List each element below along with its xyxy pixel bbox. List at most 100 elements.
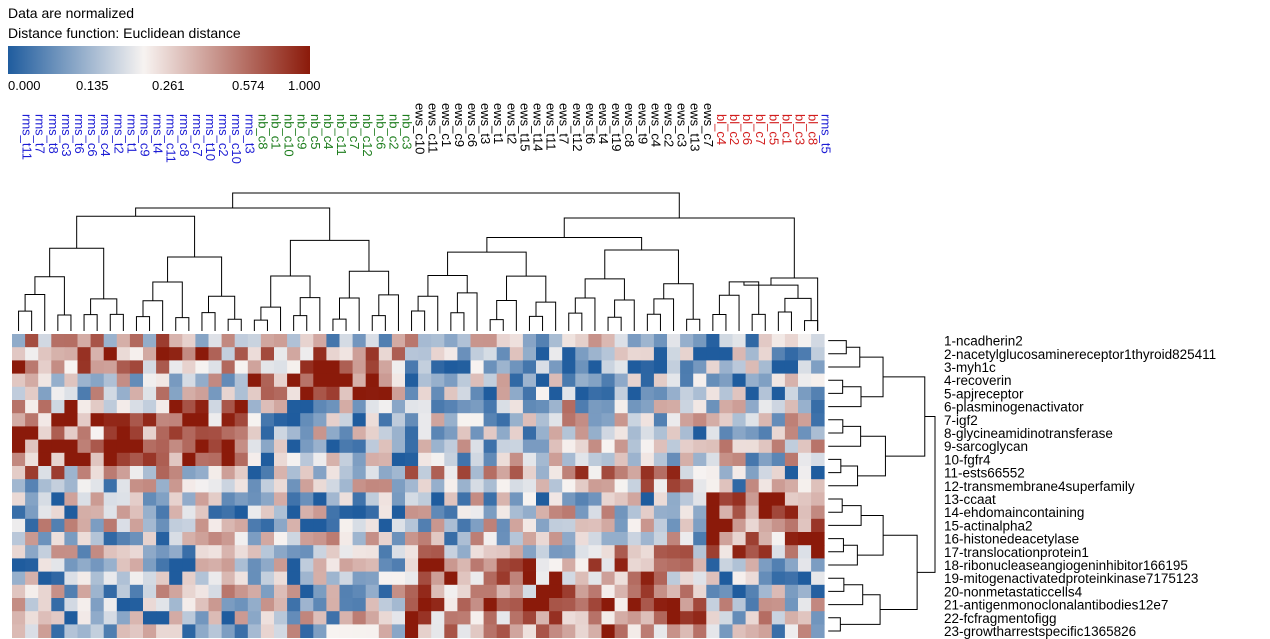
heatmap-cell bbox=[116, 598, 131, 612]
heatmap-cell bbox=[116, 452, 131, 467]
row-dendrogram-branch bbox=[883, 376, 926, 457]
column-dendrogram-branch bbox=[18, 310, 33, 331]
heatmap-cell bbox=[614, 571, 629, 586]
heatmap-cell bbox=[365, 558, 380, 572]
heatmap-cell bbox=[522, 439, 537, 454]
heatmap-cell bbox=[640, 426, 655, 440]
heatmap-cell bbox=[418, 386, 432, 401]
heatmap-cell bbox=[680, 532, 694, 546]
heatmap-cell bbox=[103, 624, 118, 638]
heatmap-cell bbox=[771, 545, 786, 559]
heatmap-cell bbox=[274, 584, 288, 599]
column-label: ews_t13 bbox=[688, 103, 703, 151]
heatmap-cell bbox=[706, 360, 720, 374]
heatmap-cell bbox=[706, 452, 720, 467]
heatmap-cell bbox=[562, 386, 576, 401]
heatmap-cell bbox=[90, 360, 105, 374]
heatmap-cell bbox=[431, 386, 445, 401]
heatmap-cell bbox=[470, 584, 484, 599]
heatmap-cell bbox=[745, 439, 760, 454]
heatmap-cell bbox=[470, 413, 484, 427]
heatmap-cell bbox=[588, 479, 602, 493]
heatmap-cell bbox=[457, 334, 471, 348]
column-label: nb_c10 bbox=[282, 114, 297, 157]
heatmap-cell bbox=[221, 334, 236, 348]
heatmap-cell bbox=[418, 624, 432, 638]
heatmap-cell bbox=[90, 611, 105, 625]
heatmap-cell bbox=[12, 492, 26, 506]
heatmap-cell bbox=[103, 545, 118, 559]
heatmap-cell bbox=[313, 505, 327, 520]
heatmap-cell bbox=[614, 584, 629, 599]
heatmap-cell bbox=[614, 452, 629, 467]
heatmap-cell bbox=[431, 624, 445, 638]
heatmap-cell bbox=[536, 518, 550, 533]
heatmap-cell bbox=[339, 347, 353, 361]
heatmap-cell bbox=[496, 413, 511, 427]
heatmap-cell bbox=[300, 466, 314, 480]
heatmap-cell bbox=[405, 545, 419, 559]
heatmap-cell bbox=[732, 545, 746, 559]
heatmap-cell bbox=[116, 492, 131, 506]
heatmap-cell bbox=[25, 584, 39, 599]
heatmap-cell bbox=[365, 584, 380, 599]
heatmap-cell bbox=[798, 373, 812, 388]
heatmap-cell bbox=[352, 518, 367, 533]
heatmap-cell bbox=[640, 505, 655, 520]
heatmap-cell bbox=[339, 598, 353, 612]
heatmap-cell bbox=[798, 545, 812, 559]
heatmap-cell bbox=[522, 598, 537, 612]
column-label: bl_c7 bbox=[753, 114, 768, 145]
heatmap-cell bbox=[706, 439, 720, 454]
heatmap-cell bbox=[365, 624, 380, 638]
color-scale-tick: 0.261 bbox=[152, 78, 185, 93]
column-label: ews_t12 bbox=[570, 103, 585, 151]
heatmap-cell bbox=[653, 479, 668, 493]
heatmap-cell bbox=[352, 413, 367, 427]
heatmap-cell bbox=[25, 518, 39, 533]
heatmap-cell bbox=[90, 426, 105, 440]
heatmap-cell bbox=[64, 532, 78, 546]
heatmap-cell bbox=[758, 466, 773, 480]
heatmap-cell bbox=[771, 413, 786, 427]
heatmap-cells bbox=[12, 334, 825, 638]
column-dendrogram-branch bbox=[378, 294, 399, 331]
heatmap-cell bbox=[208, 611, 222, 625]
row-dendrogram-branch bbox=[917, 416, 936, 573]
heatmap-cell bbox=[509, 466, 524, 480]
heatmap-cell bbox=[64, 598, 78, 612]
heatmap-cell bbox=[182, 426, 196, 440]
heatmap-cell bbox=[260, 334, 275, 348]
heatmap-cell bbox=[483, 452, 498, 467]
column-dendrogram-branch bbox=[663, 283, 694, 320]
heatmap-cell bbox=[562, 598, 576, 612]
heatmap-cell bbox=[562, 466, 576, 480]
heatmap-cell bbox=[405, 452, 419, 467]
heatmap-cell bbox=[771, 624, 786, 638]
heatmap-cell bbox=[352, 479, 367, 493]
heatmap-cell bbox=[719, 426, 733, 440]
row-label: 11-ests66552 bbox=[944, 466, 1025, 481]
heatmap-cell bbox=[496, 479, 511, 493]
heatmap-cell bbox=[601, 347, 615, 361]
heatmap-cell bbox=[38, 334, 52, 348]
heatmap-cell bbox=[667, 439, 681, 454]
heatmap-cell bbox=[326, 426, 340, 440]
heatmap-cell bbox=[300, 400, 314, 414]
heatmap-cell bbox=[391, 452, 406, 467]
heatmap-cell bbox=[536, 479, 550, 493]
heatmap-cell bbox=[431, 518, 445, 533]
column-label: ews_t14 bbox=[530, 103, 545, 151]
heatmap-cell bbox=[12, 611, 26, 625]
heatmap-cell bbox=[771, 452, 786, 467]
heatmap-cell bbox=[38, 347, 52, 361]
heatmap-cell bbox=[339, 611, 353, 625]
heatmap-cell bbox=[391, 439, 406, 454]
heatmap-cell bbox=[234, 598, 249, 612]
heatmap-cell bbox=[77, 492, 91, 506]
heatmap-cell bbox=[640, 584, 655, 599]
heatmap-cell bbox=[90, 505, 105, 520]
row-label: 13-ccaat bbox=[944, 492, 996, 507]
heatmap-cell bbox=[300, 624, 314, 638]
heatmap-cell bbox=[391, 347, 406, 361]
